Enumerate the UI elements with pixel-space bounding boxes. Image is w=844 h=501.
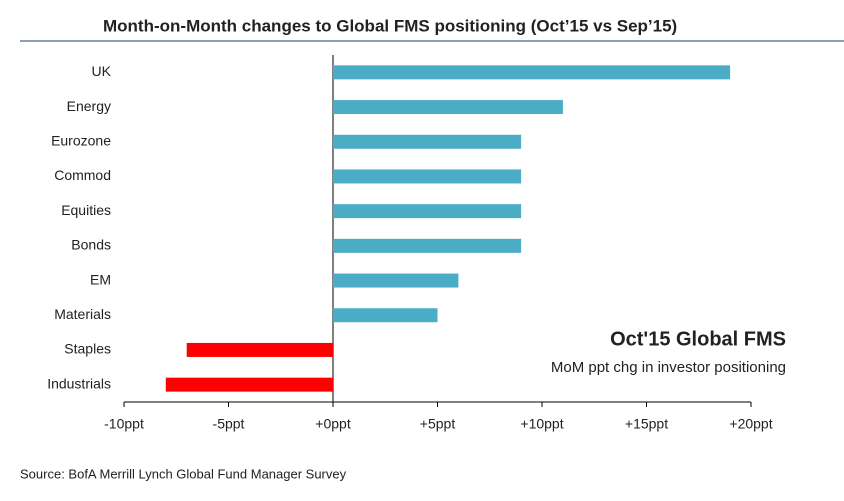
y-tick-label: UK (92, 63, 112, 79)
bar (186, 342, 333, 357)
bar (165, 377, 333, 392)
source: Source: BofA Merrill Lynch Global Fund M… (20, 466, 347, 481)
x-tick-label: +20ppt (729, 416, 772, 432)
bar (333, 134, 522, 149)
y-tick-label: Bonds (71, 237, 111, 253)
y-tick-label: Energy (67, 98, 111, 114)
y-tick-label: Equities (61, 202, 111, 218)
x-tick-label: -5ppt (213, 416, 245, 432)
annotation-title: Oct'15 Global FMS (610, 328, 786, 350)
x-tick-label: +15ppt (625, 416, 668, 432)
bar (333, 100, 563, 115)
y-tick-label: Staples (64, 341, 111, 357)
bar (333, 169, 522, 184)
y-tick-label: Eurozone (51, 132, 111, 148)
x-tick-label: +5ppt (420, 416, 456, 432)
bar (333, 238, 522, 253)
bar (333, 273, 459, 288)
x-tick-label: +0ppt (315, 416, 351, 432)
annotation-subtitle: MoM ppt chg in investor positioning (551, 359, 786, 376)
x-tick-label: -10ppt (104, 416, 144, 432)
y-tick-label: Commod (54, 167, 111, 183)
y-tick-label: Materials (54, 306, 111, 322)
y-tick-label: Industrials (47, 375, 111, 391)
bar (333, 204, 522, 219)
bar (333, 308, 438, 323)
y-tick-label: EM (90, 271, 111, 287)
chart-title: Month-on-Month changes to Global FMS pos… (103, 16, 677, 35)
x-tick-label: +10ppt (520, 416, 563, 432)
bar (333, 65, 731, 80)
